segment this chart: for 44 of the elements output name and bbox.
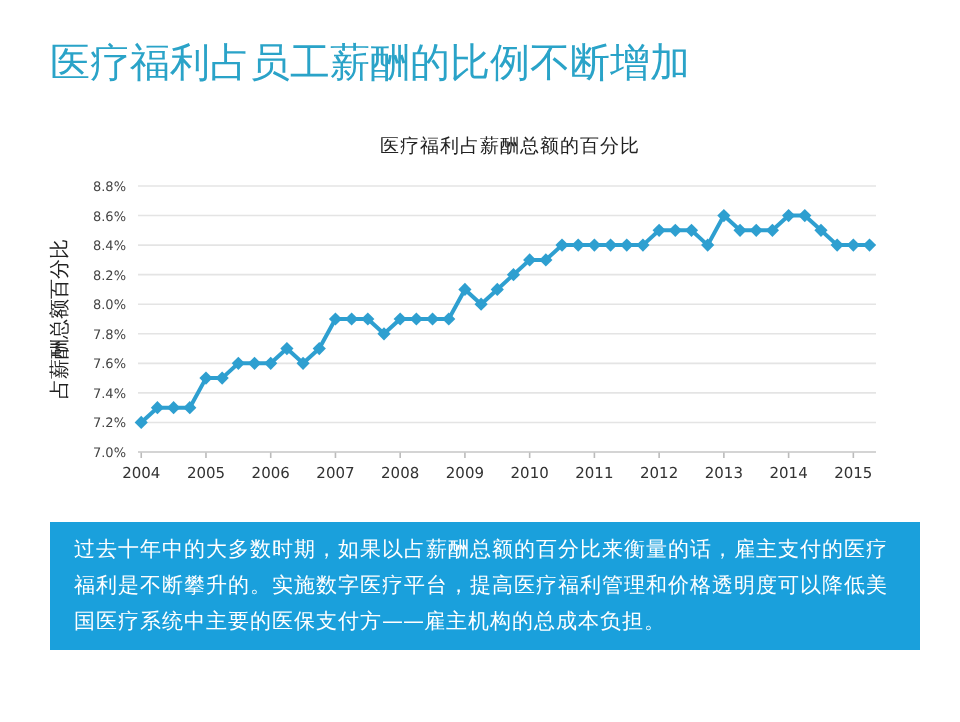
point [474, 297, 488, 311]
point [215, 371, 229, 385]
point [571, 238, 585, 252]
point [782, 208, 796, 223]
point [458, 282, 472, 297]
y-axis-title: 占薪酬总额百分比 [48, 239, 72, 399]
point [134, 415, 148, 430]
point [312, 341, 326, 356]
chart-title: 医疗福利占员工薪酬的比例不断增加 [50, 38, 690, 86]
point [587, 238, 601, 252]
point [506, 268, 521, 282]
point [749, 223, 763, 237]
point [280, 341, 294, 356]
point [199, 371, 213, 385]
chart-subtitle: 医疗福利占薪酬总额的百分比 [380, 134, 640, 158]
point [167, 401, 181, 415]
point [846, 238, 860, 252]
point [231, 356, 245, 370]
point [247, 356, 262, 370]
point [150, 401, 165, 415]
point [442, 312, 456, 326]
point [798, 208, 812, 223]
point [717, 208, 731, 223]
point [377, 327, 391, 341]
point [652, 223, 666, 237]
point [814, 223, 828, 237]
point [296, 356, 310, 370]
point [393, 312, 407, 326]
point [684, 223, 699, 237]
point [830, 238, 844, 252]
point [490, 282, 504, 297]
point [183, 401, 197, 415]
point [765, 223, 780, 237]
point [636, 238, 650, 252]
point [539, 253, 553, 267]
point [701, 238, 715, 252]
point [361, 312, 375, 326]
point [523, 253, 537, 267]
point [264, 356, 278, 370]
text: 过去十年中的大多数时期，如果以占薪酬总额的百分比来衡量的话，雇主支付的医疗福利是不断攀升的。实施数字医疗平台，提高医疗福利管理和价格透明度可以降低美国医疗系统中主要的医保支付方——雇主机构的总成本负担。 [50, 522, 920, 650]
point [733, 223, 747, 237]
point [555, 238, 569, 252]
point [620, 238, 634, 252]
point [668, 223, 682, 237]
